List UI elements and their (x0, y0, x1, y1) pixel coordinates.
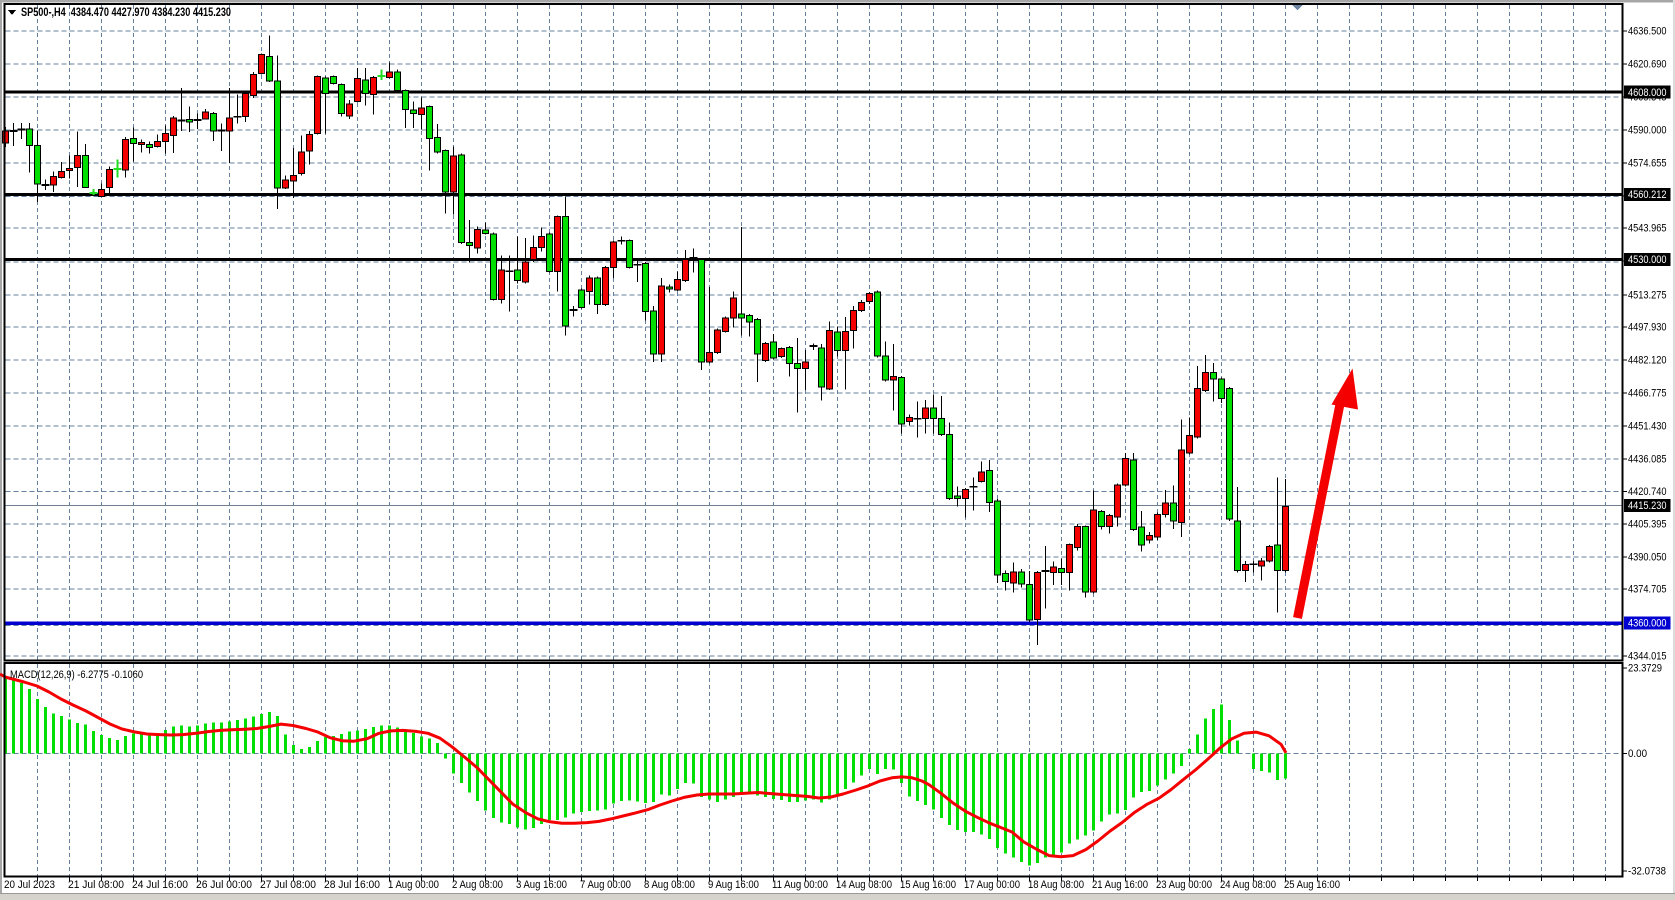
svg-text:17 Aug 00:00: 17 Aug 00:00 (964, 879, 1020, 891)
svg-text:21 Jul 08:00: 21 Jul 08:00 (68, 879, 124, 891)
svg-text:28 Jul 16:00: 28 Jul 16:00 (324, 879, 380, 891)
svg-text:3 Aug 16:00: 3 Aug 16:00 (516, 879, 567, 891)
svg-text:8 Aug 08:00: 8 Aug 08:00 (644, 879, 695, 891)
svg-text:4636.500: 4636.500 (1628, 26, 1667, 38)
svg-text:20 Jul 2023: 20 Jul 2023 (4, 879, 55, 891)
svg-text:23 Aug 00:00: 23 Aug 00:00 (1156, 879, 1212, 891)
svg-text:4590.000: 4590.000 (1628, 125, 1667, 137)
svg-text:SP500-,H4 4384.470 4427.970 4: SP500-,H4 4384.470 4427.970 4384.230 441… (21, 7, 231, 19)
svg-text:4420.740: 4420.740 (1628, 486, 1667, 498)
svg-text:9 Aug 16:00: 9 Aug 16:00 (708, 879, 759, 891)
svg-text:4574.655: 4574.655 (1628, 158, 1667, 170)
svg-text:4344.015: 4344.015 (1628, 651, 1667, 663)
svg-text:4405.395: 4405.395 (1628, 519, 1667, 531)
svg-text:4620.690: 4620.690 (1628, 59, 1667, 71)
svg-text:26 Jul 00:00: 26 Jul 00:00 (196, 879, 252, 891)
svg-text:4390.050: 4390.050 (1628, 552, 1667, 564)
svg-text:4374.705: 4374.705 (1628, 584, 1667, 596)
svg-text:4530.000: 4530.000 (1628, 254, 1667, 266)
svg-text:15 Aug 16:00: 15 Aug 16:00 (900, 879, 956, 891)
svg-text:4560.212: 4560.212 (1628, 189, 1667, 201)
svg-text:21 Aug 16:00: 21 Aug 16:00 (1092, 879, 1148, 891)
svg-text:27 Jul 08:00: 27 Jul 08:00 (260, 879, 316, 891)
svg-text:4497.930: 4497.930 (1628, 322, 1667, 334)
svg-text:24 Aug 08:00: 24 Aug 08:00 (1220, 879, 1276, 891)
svg-text:14 Aug 08:00: 14 Aug 08:00 (836, 879, 892, 891)
svg-text:7 Aug 00:00: 7 Aug 00:00 (580, 879, 631, 891)
svg-text:4608.000: 4608.000 (1628, 87, 1667, 99)
svg-text:4436.085: 4436.085 (1628, 454, 1667, 466)
svg-text:4415.230: 4415.230 (1628, 500, 1667, 512)
svg-text:4360.000: 4360.000 (1628, 618, 1667, 630)
svg-text:2 Aug 08:00: 2 Aug 08:00 (452, 879, 503, 891)
svg-text:23.3729: 23.3729 (1628, 663, 1662, 675)
svg-text:0.00: 0.00 (1628, 748, 1647, 760)
svg-text:1 Aug 00:00: 1 Aug 00:00 (388, 879, 439, 891)
svg-text:11 Aug 00:00: 11 Aug 00:00 (772, 879, 828, 891)
svg-text:-32.0738: -32.0738 (1628, 866, 1666, 878)
svg-text:4543.965: 4543.965 (1628, 223, 1667, 235)
svg-text:MACD(12,26,9) -6.2775 -0.1060: MACD(12,26,9) -6.2775 -0.1060 (10, 669, 143, 681)
svg-text:4482.120: 4482.120 (1628, 355, 1667, 367)
svg-text:4451.430: 4451.430 (1628, 421, 1667, 433)
svg-text:18 Aug 08:00: 18 Aug 08:00 (1028, 879, 1084, 891)
svg-text:4466.775: 4466.775 (1628, 388, 1667, 400)
svg-text:24 Jul 16:00: 24 Jul 16:00 (132, 879, 188, 891)
svg-text:25 Aug 16:00: 25 Aug 16:00 (1284, 879, 1340, 891)
svg-text:4513.275: 4513.275 (1628, 290, 1667, 302)
